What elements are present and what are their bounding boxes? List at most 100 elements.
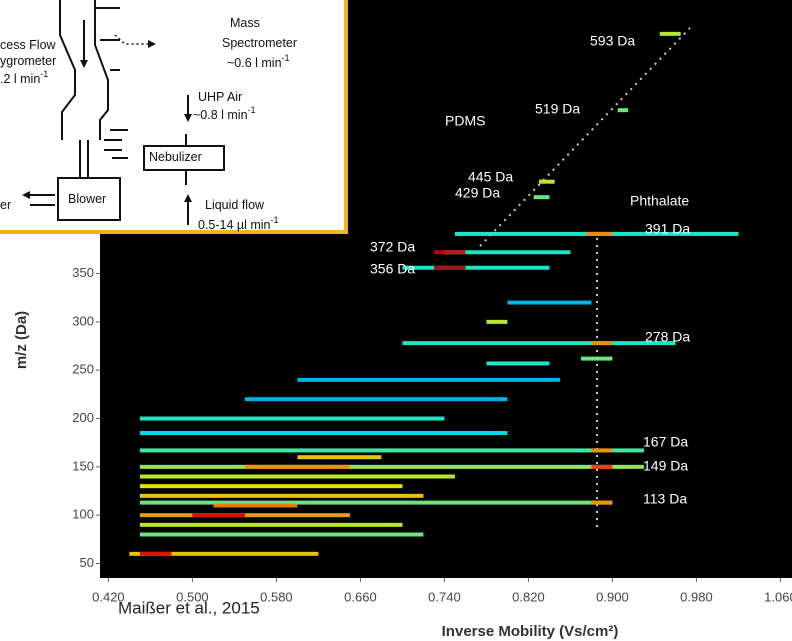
arrow	[184, 114, 192, 122]
arrow	[80, 60, 88, 68]
arrow	[22, 191, 30, 199]
x-tick-label: 0.500	[176, 589, 209, 604]
pdms-trend	[479, 27, 691, 247]
x-tick-label: 0.660	[344, 589, 377, 604]
peak-annotation: 149 Da	[643, 458, 688, 474]
inset-label-text: Blower	[68, 192, 106, 206]
heatmap-streak	[139, 484, 403, 489]
y-tick-label: 300	[72, 313, 94, 328]
heatmap-streak	[139, 500, 613, 505]
x-tick-label: 0.900	[596, 589, 629, 604]
heatmap-streak	[486, 319, 508, 324]
arrow	[148, 40, 156, 48]
inset-label: .2 l min-1	[0, 69, 48, 86]
inset-label-text: ~0.8 l min	[193, 108, 248, 122]
inset-label: ygrometer	[0, 54, 56, 68]
y-axis-label: m/z (Da)	[13, 311, 30, 369]
inset-label: Nebulizer	[149, 150, 202, 164]
heatmap-streak	[538, 179, 555, 184]
inset-label-sup: -1	[282, 53, 290, 63]
inset-label: cess Flow	[0, 38, 57, 52]
x-axis-label: Inverse Mobility (Vs/cm²)	[442, 623, 619, 640]
heatmap-streak	[297, 377, 560, 382]
heatmap-streak	[139, 522, 403, 527]
heatmap-streak	[591, 341, 613, 346]
inset-label-sup: -1	[40, 69, 48, 79]
heatmap-streak	[139, 448, 644, 453]
inset-label-text: .2 l min	[0, 72, 40, 86]
inset-label: ~0.8 l min-1	[193, 105, 256, 122]
inset-label-text: 0.5-14 µl min	[198, 218, 271, 232]
heatmap-streak	[533, 195, 550, 200]
inset-label-text: er	[0, 198, 11, 212]
y-tick-label: 200	[72, 410, 94, 425]
arrow	[184, 194, 192, 202]
peak-annotation: 391 Da	[645, 221, 690, 237]
heatmap-streak	[139, 551, 172, 556]
peak-annotation: 593 Da	[590, 33, 635, 49]
inset-label-sup: -1	[271, 215, 279, 225]
inset-label: er	[0, 198, 11, 212]
x-tick-label: 0.820	[512, 589, 545, 604]
inset-label-text: UHP Air	[198, 90, 242, 104]
heatmap-streak	[444, 250, 571, 255]
heatmap-streak	[244, 464, 350, 469]
x-tick-label: 0.740	[428, 589, 461, 604]
heatmap-streak	[139, 493, 424, 498]
peak-annotation: 167 Da	[643, 434, 688, 450]
x-tick-label: 1.060	[764, 589, 792, 604]
heatmap-streak	[139, 464, 644, 469]
x-tick-label: 0.420	[92, 589, 125, 604]
peak-annotation: PDMS	[445, 113, 485, 129]
y-tick-label: 250	[72, 362, 94, 377]
inset-label-sup: -1	[248, 105, 256, 115]
peak-annotation: 356 Da	[370, 261, 415, 277]
heatmap-streak	[433, 265, 466, 270]
inset-label-text: cess Flow	[0, 38, 57, 52]
inset-label-text: Spectrometer	[222, 36, 297, 50]
x-tick-label: 0.580	[260, 589, 293, 604]
heatmap-streak	[617, 108, 629, 113]
heatmap-streak	[586, 231, 613, 236]
heatmap-streak	[192, 513, 245, 518]
heatmap-streak	[213, 503, 298, 508]
inset-label: Blower	[68, 192, 106, 206]
instrument-outline	[30, 0, 225, 225]
y-tick-label: 150	[72, 458, 94, 473]
heatmap-streak	[297, 455, 382, 460]
heatmap-streak	[402, 341, 676, 346]
heatmap-streak	[659, 31, 681, 36]
x-tick-label: 0.980	[680, 589, 713, 604]
heatmap-streak	[591, 500, 613, 505]
heatmap-streak	[591, 464, 613, 469]
inset-diagram: Mass Spectrometer ~0.6 l min-1 cess Flow ygr…	[0, 0, 348, 234]
heatmap-streak	[139, 416, 445, 421]
peak-annotation: 429 Da	[455, 185, 500, 201]
inset-label-text: ygrometer	[0, 54, 56, 68]
inset-label-text: Nebulizer	[149, 150, 202, 164]
peak-annotation: 445 Da	[468, 169, 513, 185]
inset-label: UHP Air	[198, 90, 242, 104]
heatmap-streak	[139, 431, 508, 436]
peak-annotation: 372 Da	[370, 239, 415, 255]
inset-label: Mass	[230, 16, 260, 30]
caption: Maißer et al., 2015	[118, 598, 260, 617]
inset-frame	[0, 0, 348, 234]
inset-label-text: Liquid flow	[205, 198, 265, 212]
inset-label: ~0.6 l min-1	[227, 53, 290, 70]
y-tick-label: 100	[72, 507, 94, 522]
inset-label-text: Mass	[230, 16, 260, 30]
heatmap-streak	[580, 356, 613, 361]
inset-label: Spectrometer	[222, 36, 297, 50]
heatmap-streak	[244, 397, 508, 402]
peak-annotation: Phthalate	[630, 193, 689, 209]
heatmap-streak	[486, 361, 550, 366]
peak-annotation: 113 Da	[643, 491, 687, 507]
heatmap-streak	[402, 265, 550, 270]
heatmap-streak	[591, 448, 613, 453]
heatmap-streak	[129, 551, 319, 556]
peak-annotation: 519 Da	[535, 101, 580, 117]
inset-label: Liquid flow	[205, 198, 265, 212]
heatmap-streak	[139, 532, 424, 537]
